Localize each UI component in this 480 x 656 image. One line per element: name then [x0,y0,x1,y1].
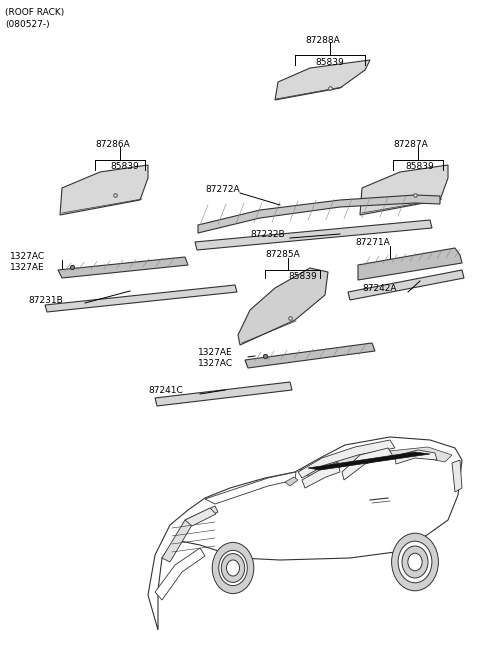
Text: 87232B: 87232B [250,230,285,239]
Polygon shape [195,220,432,250]
Text: 85839: 85839 [405,162,434,171]
Polygon shape [285,477,298,486]
Text: 1327AC: 1327AC [198,359,233,368]
Polygon shape [185,508,216,526]
Text: 87286A: 87286A [95,140,130,149]
Text: 1327AE: 1327AE [198,348,233,357]
Polygon shape [162,506,218,562]
Text: 85839: 85839 [110,162,139,171]
Ellipse shape [221,554,245,583]
Polygon shape [348,270,464,300]
Polygon shape [342,448,393,480]
Polygon shape [205,472,296,504]
Polygon shape [45,285,237,312]
Polygon shape [358,248,462,280]
Ellipse shape [392,533,438,591]
Polygon shape [275,60,370,100]
Text: 87231B: 87231B [28,296,63,305]
Polygon shape [238,268,328,345]
Ellipse shape [398,541,432,583]
Polygon shape [58,257,188,278]
Text: 87271A: 87271A [355,238,390,247]
Text: 87242A: 87242A [362,284,396,293]
Ellipse shape [219,550,247,586]
Text: 85839: 85839 [315,58,344,67]
Text: (080527-): (080527-) [5,20,49,29]
Text: 1327AC: 1327AC [10,252,45,261]
Text: 1327AE: 1327AE [10,263,45,272]
Text: 87241C: 87241C [148,386,183,395]
Polygon shape [245,343,375,368]
Polygon shape [452,460,462,492]
Polygon shape [360,165,448,215]
Text: 87285A: 87285A [265,250,300,259]
Polygon shape [155,382,292,406]
Text: 85839: 85839 [288,272,317,281]
Polygon shape [302,462,340,488]
Text: 87272A: 87272A [205,185,240,194]
Text: 87288A: 87288A [305,36,340,45]
Polygon shape [60,165,148,215]
Polygon shape [148,437,462,630]
Polygon shape [198,195,440,233]
Polygon shape [395,450,437,464]
Ellipse shape [402,546,428,578]
Polygon shape [155,548,205,600]
Ellipse shape [408,553,422,571]
Polygon shape [298,440,395,478]
Ellipse shape [227,560,240,576]
Polygon shape [308,452,430,470]
Text: (ROOF RACK): (ROOF RACK) [5,8,64,17]
Ellipse shape [212,543,254,594]
Text: 87287A: 87287A [393,140,428,149]
Polygon shape [300,447,452,476]
